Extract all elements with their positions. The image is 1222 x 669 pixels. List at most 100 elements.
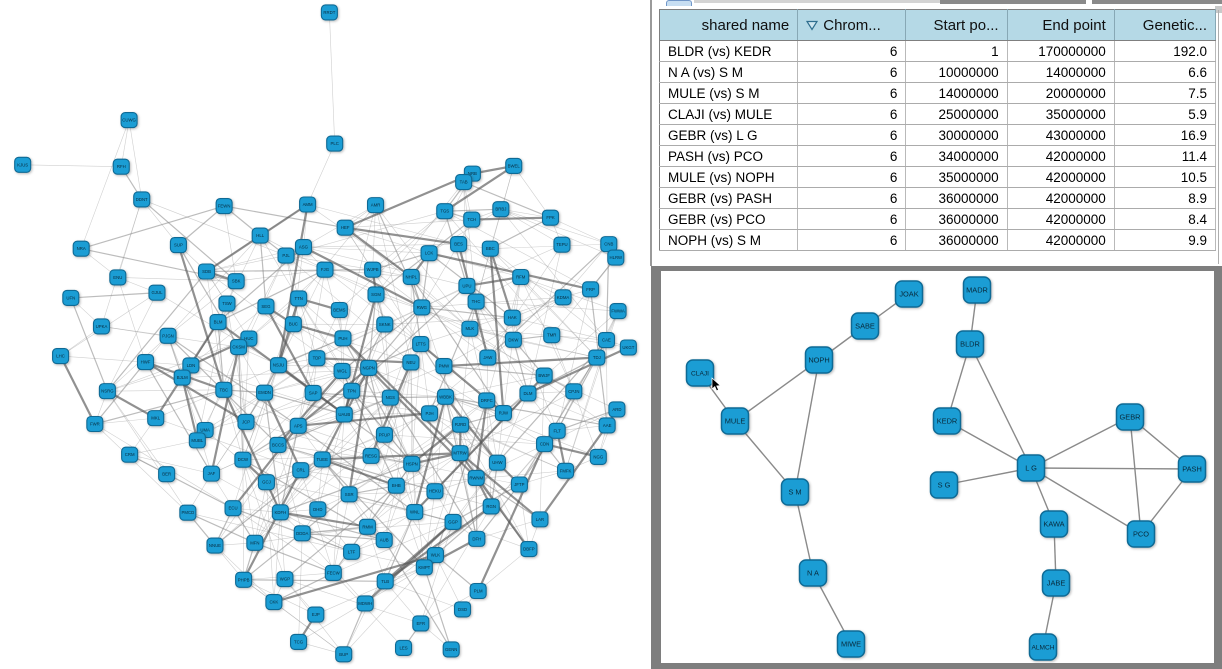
- network-node[interactable]: L G: [1016, 454, 1046, 482]
- network-node[interactable]: FEWN: [215, 197, 233, 215]
- column-header-start-position[interactable]: Start po...: [905, 9, 1008, 41]
- network-node[interactable]: LTF: [343, 543, 361, 560]
- network-node[interactable]: NOPH: [804, 346, 834, 374]
- network-node[interactable]: MDWH: [356, 595, 374, 612]
- network-node[interactable]: PMW: [435, 358, 453, 375]
- network-node[interactable]: DHD: [309, 501, 327, 518]
- network-node[interactable]: BEMS: [330, 301, 348, 319]
- network-node[interactable]: BRBJ: [492, 201, 510, 218]
- network-node[interactable]: SUP: [169, 236, 187, 254]
- network-node[interactable]: PJGN: [159, 327, 177, 344]
- network-node[interactable]: AAE: [598, 417, 616, 434]
- network-node[interactable]: FPK: [541, 209, 560, 226]
- network-node[interactable]: FMFK: [557, 462, 575, 479]
- network-node[interactable]: SAP: [304, 384, 322, 401]
- network-node[interactable]: FLT: [548, 422, 566, 439]
- network-node[interactable]: BJLM: [173, 369, 191, 386]
- network-node[interactable]: DLM: [519, 385, 537, 402]
- network-node[interactable]: CNB: [600, 236, 618, 253]
- network-node[interactable]: ECU: [224, 500, 242, 517]
- network-node[interactable]: EJP: [307, 606, 325, 623]
- network-node[interactable]: TGS: [436, 203, 454, 220]
- network-node[interactable]: RWG: [413, 299, 431, 316]
- column-header-genetic[interactable]: Genetic...: [1114, 9, 1217, 41]
- network-node[interactable]: MULE: [720, 407, 750, 435]
- network-node[interactable]: JCP: [237, 413, 255, 430]
- panel-splitter[interactable]: [650, 0, 652, 266]
- network-node[interactable]: PASH: [1177, 455, 1207, 483]
- network-node[interactable]: JOAK: [894, 280, 924, 308]
- network-node[interactable]: NSRG: [98, 383, 116, 400]
- network-node[interactable]: BWJF: [535, 367, 553, 384]
- network-node[interactable]: NNUE: [206, 537, 224, 554]
- network-node[interactable]: WGP: [276, 571, 294, 588]
- table-row[interactable]: PASH (vs) PCO 6 34000000 42000000 11.4: [659, 145, 1217, 167]
- table-row[interactable]: N A (vs) S M 6 10000000 14000000 6.6: [659, 61, 1217, 83]
- network-node[interactable]: NEU: [402, 354, 420, 371]
- network-node[interactable]: HAK: [503, 309, 521, 326]
- network-node[interactable]: MFN: [246, 534, 264, 551]
- network-node[interactable]: RWNM: [467, 469, 485, 486]
- column-header-end-point[interactable]: End point: [1007, 9, 1115, 41]
- network-node[interactable]: TUEE: [313, 451, 331, 468]
- network-node[interactable]: NHPL: [402, 268, 420, 286]
- network-node[interactable]: NGPN: [360, 359, 378, 377]
- network-node[interactable]: EFR: [412, 615, 430, 632]
- network-node[interactable]: HLRW: [607, 249, 625, 266]
- table-row[interactable]: GEBR (vs) L G 6 30000000 43000000 16.9: [659, 124, 1217, 146]
- network-edge[interactable]: [1030, 467, 1193, 470]
- network-node[interactable]: SEG: [257, 298, 275, 315]
- network-node[interactable]: CLAJI: [685, 359, 715, 387]
- network-node[interactable]: BUP: [335, 646, 353, 663]
- table-row[interactable]: GEBR (vs) PASH 6 36000000 42000000 8.9: [659, 187, 1217, 209]
- network-node[interactable]: PFUP: [375, 426, 393, 443]
- network-node[interactable]: TSW: [218, 295, 236, 312]
- network-node[interactable]: ARD: [608, 401, 626, 418]
- network-node[interactable]: N A: [798, 559, 828, 587]
- network-node[interactable]: DKW: [504, 331, 522, 348]
- network-node[interactable]: GENN: [442, 641, 460, 658]
- tab-fragment[interactable]: [666, 0, 692, 6]
- network-node[interactable]: KMPT: [415, 559, 433, 576]
- network-node[interactable]: UPKA: [92, 318, 111, 335]
- network-node[interactable]: ENU: [109, 269, 127, 286]
- network-edge[interactable]: [794, 359, 820, 493]
- network-node[interactable]: APS: [289, 417, 307, 434]
- network-node[interactable]: GJUL: [148, 284, 166, 301]
- network-node[interactable]: LES: [394, 639, 413, 657]
- network-node[interactable]: AMM: [299, 196, 317, 213]
- network-node[interactable]: DDNT: [133, 191, 151, 208]
- network-node[interactable]: DRFC: [478, 392, 496, 409]
- network-node[interactable]: PJH: [421, 405, 439, 422]
- network-node[interactable]: PHPB: [235, 571, 253, 588]
- network-node[interactable]: GGP: [444, 513, 462, 530]
- network-node[interactable]: PUH: [334, 330, 352, 347]
- network-node[interactable]: CPJN: [565, 383, 583, 400]
- network-node[interactable]: HSPN: [403, 455, 421, 472]
- network-node[interactable]: SABE: [850, 312, 880, 340]
- network-node[interactable]: UHW: [488, 454, 506, 471]
- network-node[interactable]: JABE: [1041, 569, 1071, 597]
- network-node[interactable]: NGG: [589, 448, 607, 465]
- network-node[interactable]: TPN: [343, 382, 361, 399]
- network-node[interactable]: TTN: [290, 290, 308, 307]
- network-node[interactable]: DBFP: [520, 541, 538, 558]
- network-node[interactable]: BHB: [387, 477, 405, 494]
- network-node[interactable]: UKGT: [619, 339, 637, 356]
- network-node[interactable]: LTTS: [412, 336, 430, 353]
- network-node[interactable]: TBC: [215, 381, 233, 398]
- network-node[interactable]: KDMA: [554, 289, 572, 306]
- network-node[interactable]: FECW: [324, 564, 342, 582]
- network-node[interactable]: NSJU: [269, 357, 288, 374]
- table-row[interactable]: MULE (vs) NOPH 6 35000000 42000000 10.5: [659, 166, 1217, 188]
- table-row[interactable]: NOPH (vs) S M 6 36000000 42000000 9.9: [659, 229, 1217, 251]
- table-row[interactable]: BLDR (vs) KEDR 6 1 170000000 192.0: [659, 40, 1217, 62]
- network-node[interactable]: BER: [158, 466, 176, 483]
- network-node[interactable]: CRL: [292, 462, 310, 479]
- network-node[interactable]: GCJ: [257, 474, 275, 491]
- network-node[interactable]: RMM: [358, 518, 377, 535]
- network-node[interactable]: TDP: [308, 350, 326, 367]
- network-node[interactable]: NRA: [72, 240, 90, 257]
- network-node[interactable]: WGL: [333, 362, 351, 379]
- network-node[interactable]: RGN: [482, 498, 500, 515]
